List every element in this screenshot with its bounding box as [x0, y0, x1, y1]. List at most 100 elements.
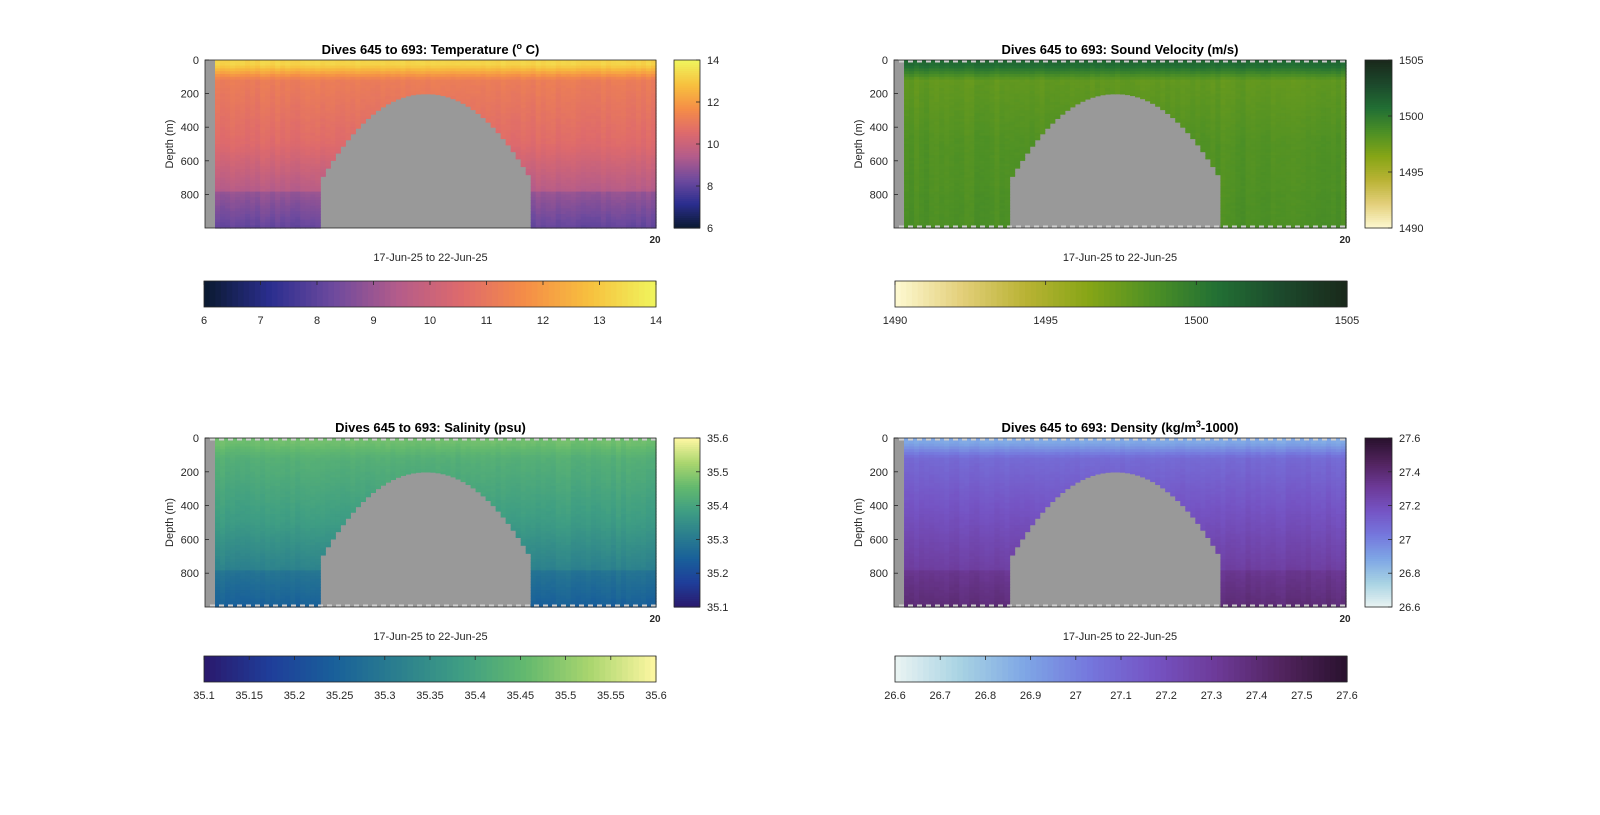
heatmap-cell — [570, 127, 577, 131]
heatmap-cell — [560, 222, 567, 226]
heatmap-cell — [240, 96, 246, 100]
heatmap-cell — [555, 62, 562, 67]
heatmap-cell — [555, 200, 562, 204]
heatmap-cell — [630, 222, 637, 226]
heatmap-cell — [924, 219, 930, 223]
heatmap-cell — [944, 160, 950, 165]
heatmap-cell — [285, 135, 291, 139]
heatmap-cell — [919, 166, 925, 170]
heatmap-cell — [230, 130, 236, 134]
heatmap-cell — [555, 149, 562, 153]
heatmap-cell — [260, 135, 266, 139]
heatmap-cell — [525, 74, 532, 78]
heatmap-cell — [355, 62, 361, 67]
heatmap-cell — [550, 118, 557, 123]
heatmap-cell — [600, 177, 607, 181]
heatmap-cell — [535, 186, 542, 190]
heatmap-cell — [275, 104, 281, 109]
heatmap-cell — [530, 211, 537, 215]
colorbar-segment — [605, 281, 612, 307]
heatmap-cell — [580, 135, 587, 139]
heatmap-cell — [305, 107, 311, 111]
heatmap-cell — [250, 219, 256, 223]
heatmap-cell — [909, 71, 915, 75]
heatmap-cell — [485, 96, 492, 100]
heatmap-cell — [505, 88, 512, 92]
heatmap-cell — [605, 93, 612, 97]
heatmap-cell — [919, 116, 925, 120]
colorbar-segment — [254, 281, 262, 307]
heatmap-cell — [220, 113, 226, 117]
heatmap-cell — [515, 71, 522, 75]
colorbar-segment — [674, 198, 700, 202]
heatmap-cell — [600, 183, 607, 187]
heatmap-cell — [255, 141, 261, 145]
heatmap-cell — [380, 62, 386, 67]
heatmap-cell — [645, 93, 652, 97]
heatmap-cell — [555, 90, 562, 95]
heatmap-cell — [340, 130, 346, 134]
heatmap-cell — [944, 200, 950, 204]
heatmap-cell — [310, 202, 316, 207]
heatmap-cell — [640, 163, 647, 167]
heatmap-cell — [620, 146, 627, 151]
heatmap-cell — [640, 79, 647, 83]
heatmap-cell — [275, 146, 281, 151]
heatmap-cell — [595, 68, 602, 72]
heatmap-cell — [565, 90, 572, 95]
colorbar-segment — [674, 66, 700, 69]
heatmap-cell — [475, 62, 482, 67]
heatmap-cell — [545, 208, 552, 212]
heatmap-cell — [220, 118, 226, 123]
heatmap-cell — [959, 144, 965, 148]
heatmap-cell — [949, 214, 955, 218]
colorbar-segment — [674, 200, 700, 204]
heatmap-cell — [630, 163, 637, 167]
heatmap-cell — [470, 82, 477, 86]
heatmap-cell — [595, 132, 602, 137]
heatmap-cell — [485, 113, 492, 117]
heatmap-cell — [250, 127, 256, 131]
heatmap-cell — [215, 82, 221, 86]
heatmap-cell — [625, 194, 632, 198]
heatmap-cell — [964, 144, 970, 148]
heatmap-cell — [485, 82, 492, 86]
heatmap-cell — [560, 65, 567, 69]
heatmap-cell — [959, 65, 965, 69]
heatmap-cell — [240, 225, 246, 229]
heatmap-cell — [575, 79, 582, 83]
heatmap-cell — [225, 208, 231, 212]
heatmap-cell — [610, 197, 617, 201]
heatmap-cell — [979, 88, 985, 92]
colorbar-segment — [674, 116, 700, 120]
heatmap-cell — [924, 118, 930, 123]
heatmap-cell — [944, 88, 950, 92]
heatmap-cell — [230, 60, 236, 64]
heatmap-cell — [345, 74, 351, 78]
heatmap-cell — [245, 180, 251, 184]
heatmap-cell — [340, 68, 346, 72]
heatmap-cell — [330, 135, 336, 139]
heatmap-cell — [310, 65, 316, 69]
heatmap-cell — [959, 62, 965, 67]
heatmap-cell — [500, 68, 507, 72]
heatmap-cell — [545, 155, 552, 159]
heatmap-cell — [615, 60, 622, 64]
heatmap-cell — [909, 188, 915, 193]
heatmap-cell — [919, 96, 925, 100]
heatmap-cell — [470, 99, 477, 103]
heatmap-cell — [964, 197, 970, 201]
heatmap-cell — [615, 174, 622, 179]
heatmap-cell — [465, 71, 472, 75]
heatmap-cell — [919, 183, 925, 187]
heatmap-cell — [330, 68, 336, 72]
heatmap-cell — [635, 107, 642, 111]
heatmap-cell — [235, 116, 241, 120]
heatmap-cell — [949, 197, 955, 201]
heatmap-cell — [530, 79, 537, 83]
heatmap-cell — [605, 200, 612, 204]
heatmap-cell — [929, 65, 935, 69]
heatmap-cell — [605, 85, 612, 89]
heatmap-cell — [610, 200, 617, 204]
heatmap-cell — [939, 160, 945, 165]
